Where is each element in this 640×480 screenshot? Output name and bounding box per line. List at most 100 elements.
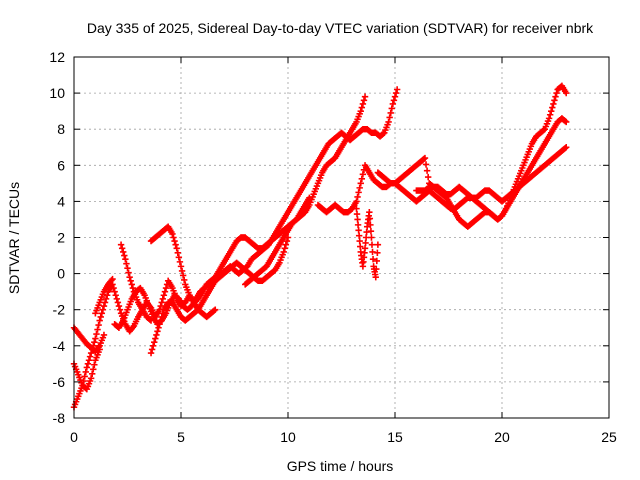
data-point	[540, 126, 547, 134]
data-point	[356, 237, 363, 245]
data-point	[282, 241, 290, 248]
data-point	[157, 317, 164, 324]
data-point	[368, 241, 376, 248]
data-point	[421, 154, 429, 162]
data-point	[552, 93, 559, 100]
data-point	[354, 216, 361, 223]
data-point	[362, 239, 369, 247]
y-tick-label: 8	[57, 121, 65, 137]
y-tick-label: 6	[57, 157, 65, 173]
x-tick-labels: 0 5 10 15 20 25	[70, 429, 617, 445]
data-point	[561, 144, 569, 152]
data-point	[91, 338, 98, 346]
data-point	[374, 241, 382, 248]
data-point	[124, 264, 131, 272]
data-point	[155, 324, 162, 331]
y-tick-label: 0	[57, 266, 65, 282]
data-point	[549, 104, 556, 111]
x-tick-label: 20	[494, 429, 510, 445]
data-point	[102, 295, 110, 303]
data-point	[372, 274, 379, 281]
data-point	[283, 237, 291, 245]
data-point	[353, 198, 360, 205]
data-point	[81, 373, 88, 380]
data-point	[355, 232, 363, 239]
data-point	[362, 234, 370, 241]
data-point	[359, 171, 367, 178]
data-point	[212, 306, 219, 313]
data-point	[424, 173, 432, 181]
x-axis-label: GPS time / hours	[287, 458, 394, 474]
data-point	[84, 360, 92, 368]
data-point	[162, 284, 170, 292]
data-point	[551, 97, 558, 104]
data-point	[123, 260, 130, 267]
data-point	[121, 252, 128, 259]
data-point	[360, 97, 368, 104]
series-track-k	[353, 205, 382, 281]
data-point	[369, 255, 377, 263]
data-point	[159, 295, 167, 303]
data-point	[173, 245, 180, 252]
data-point	[355, 189, 362, 196]
data-point	[373, 257, 381, 265]
data-point	[546, 111, 554, 118]
data-point	[392, 89, 400, 97]
series-track-f	[117, 241, 155, 324]
series-track-i	[242, 93, 369, 288]
data-point	[563, 144, 570, 151]
data-point	[169, 230, 176, 238]
y-tick-label: 4	[57, 193, 65, 209]
data-point	[112, 292, 119, 299]
data-point	[158, 299, 165, 306]
data-point	[149, 342, 157, 349]
data-point	[120, 248, 127, 256]
data-point	[548, 107, 555, 115]
data-point	[553, 89, 560, 97]
x-tick-label: 10	[280, 429, 296, 445]
data-point	[369, 248, 376, 256]
data-point	[160, 292, 168, 299]
y-tick-label: 2	[57, 230, 65, 246]
data-point	[101, 299, 109, 306]
data-point	[210, 307, 218, 314]
data-point	[373, 265, 380, 273]
data-point	[85, 357, 93, 364]
series-track-l	[374, 82, 570, 230]
data-point	[374, 249, 381, 257]
data-point	[391, 93, 399, 100]
data-point	[153, 331, 160, 339]
data-point	[422, 161, 430, 168]
data-point	[122, 255, 129, 263]
data-point	[367, 221, 374, 229]
axis-ticks	[73, 56, 610, 419]
data-point	[550, 100, 557, 108]
data-point	[368, 234, 375, 241]
chart-title: Day 335 of 2025, Sidereal Day-to-day VTE…	[87, 20, 594, 36]
data-point	[179, 272, 187, 279]
y-tick-label: 12	[49, 49, 65, 65]
data-point	[152, 335, 159, 342]
data-point	[357, 243, 364, 250]
data-point	[82, 368, 89, 376]
data-point	[87, 349, 95, 357]
data-point	[388, 105, 395, 112]
data-point	[159, 310, 167, 317]
data-point	[545, 115, 553, 122]
data-points	[70, 82, 570, 411]
data-point	[380, 130, 387, 137]
data-point	[366, 215, 374, 222]
y-tick-label: -2	[53, 302, 66, 318]
data-point	[98, 310, 106, 317]
data-point	[386, 114, 393, 121]
data-point	[389, 100, 397, 108]
data-point	[154, 328, 161, 335]
data-point	[94, 326, 101, 333]
series-track-h	[147, 234, 292, 357]
data-point	[128, 281, 135, 288]
data-point	[171, 237, 178, 245]
data-point	[363, 228, 370, 236]
data-point	[353, 210, 361, 218]
